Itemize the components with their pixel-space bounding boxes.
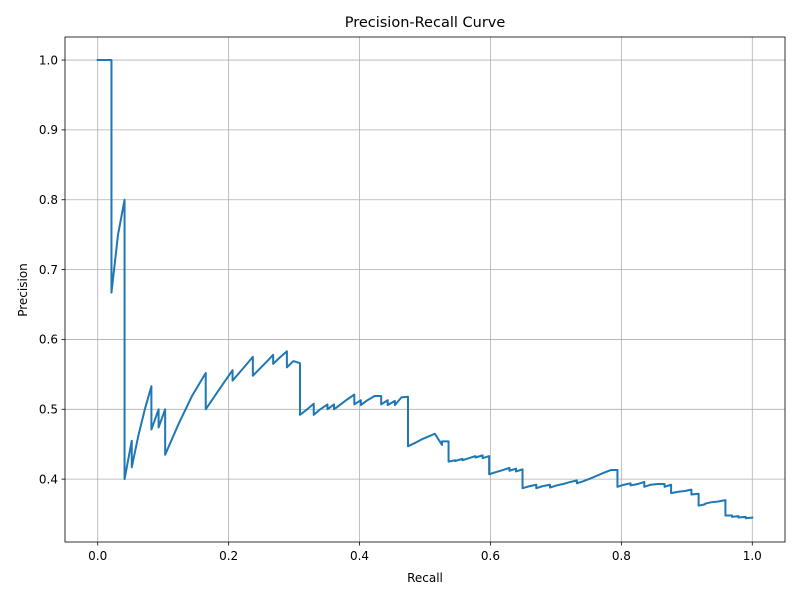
y-tick-label: 0.9 bbox=[39, 123, 58, 137]
x-tick-label: 0.4 bbox=[350, 549, 369, 563]
chart-title: Precision-Recall Curve bbox=[345, 15, 506, 31]
y-tick-label: 0.6 bbox=[39, 333, 58, 347]
pr-curve-line bbox=[96, 59, 754, 520]
x-tick-label: 1.0 bbox=[743, 549, 762, 563]
y-tick-label: 1.0 bbox=[39, 53, 58, 67]
y-tick-label: 0.7 bbox=[39, 263, 58, 277]
x-tick-label: 0.2 bbox=[219, 549, 238, 563]
x-tick-label: 0.8 bbox=[612, 549, 631, 563]
axes-frame bbox=[64, 36, 786, 543]
y-axis-ticks: 0.4 0.5 0.6 0.7 0.8 0.9 1.0 bbox=[39, 53, 65, 486]
x-tick-label: 0.6 bbox=[481, 549, 500, 563]
y-tick-label: 0.8 bbox=[39, 193, 58, 207]
x-axis-label: Recall bbox=[407, 571, 443, 585]
y-tick-label: 0.4 bbox=[39, 472, 58, 486]
plot-area bbox=[96, 59, 754, 520]
y-axis-label: Precision bbox=[16, 263, 30, 317]
x-axis-ticks: 0.0 0.2 0.4 0.6 0.8 1.0 bbox=[88, 542, 762, 563]
y-tick-label: 0.5 bbox=[39, 403, 58, 417]
grid-lines bbox=[65, 37, 785, 542]
x-tick-label: 0.0 bbox=[88, 549, 107, 563]
